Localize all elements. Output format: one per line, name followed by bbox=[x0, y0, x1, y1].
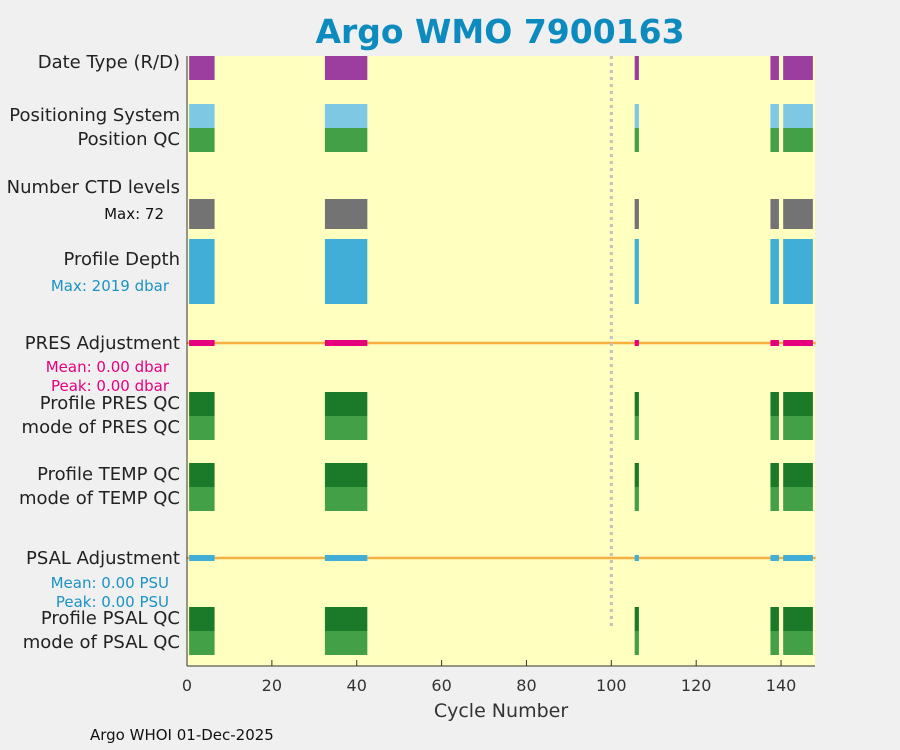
mode-psal-qc-bar-2 bbox=[634, 631, 639, 655]
ctd-levels-bar-0 bbox=[189, 199, 215, 229]
pres-adjustment-mark-2 bbox=[634, 340, 639, 346]
psal-peak-annotation: Peak: 0.00 PSU bbox=[55, 593, 169, 611]
profile-depth-bar-2 bbox=[634, 239, 639, 304]
row-label-profile-depth: Profile Depth bbox=[63, 249, 180, 270]
row-label-date-type: Date Type (R/D) bbox=[37, 52, 180, 73]
x-tick-label-40: 40 bbox=[347, 676, 367, 695]
mode-psal-qc-bar-4 bbox=[783, 631, 813, 655]
positioning-bar-3 bbox=[770, 104, 779, 128]
profile-depth-bar-1 bbox=[324, 239, 368, 304]
mode-pres-qc-bar-2 bbox=[634, 416, 639, 440]
mode-pres-qc-bar-3 bbox=[770, 416, 779, 440]
ctd-levels-bar-3 bbox=[770, 199, 779, 229]
pres-adjustment-mark-4 bbox=[783, 340, 813, 346]
mode-temp-qc-bar-4 bbox=[783, 487, 813, 511]
psal-adjustment-mark-2 bbox=[634, 555, 639, 561]
x-tick-label-80: 80 bbox=[516, 676, 536, 695]
profile-pres-qc-bar-2 bbox=[634, 392, 639, 416]
position-qc-bar-3 bbox=[770, 128, 779, 152]
date-type-bar-3 bbox=[770, 56, 779, 80]
row-label-pres-adjustment: PRES Adjustment bbox=[24, 333, 180, 354]
mode-psal-qc-bar-1 bbox=[324, 631, 368, 655]
positioning-bar-4 bbox=[783, 104, 813, 128]
profile-psal-qc-bar-4 bbox=[783, 607, 813, 631]
x-tick-label-140: 140 bbox=[766, 676, 797, 695]
profile-depth-bar-3 bbox=[770, 239, 779, 304]
depth-max-annotation: Max: 2019 dbar bbox=[50, 277, 169, 295]
date-type-bar-2 bbox=[634, 56, 639, 80]
chart-title: Argo WMO 7900163 bbox=[315, 12, 685, 51]
x-axis-label: Cycle Number bbox=[434, 700, 568, 722]
pres-adjustment-mark-3 bbox=[770, 340, 779, 346]
profile-pres-qc-bar-1 bbox=[324, 392, 368, 416]
profile-temp-qc-bar-2 bbox=[634, 463, 639, 487]
row-label-mode-temp-qc: mode of TEMP QC bbox=[18, 488, 180, 509]
date-type-bar-1 bbox=[324, 56, 368, 80]
psal-adjustment-mark-1 bbox=[324, 555, 368, 561]
profile-pres-qc-bar-0 bbox=[189, 392, 215, 416]
mode-temp-qc-bar-3 bbox=[770, 487, 779, 511]
footer-credit: Argo WHOI 01-Dec-2025 bbox=[90, 726, 274, 744]
row-label-ctd-levels: Number CTD levels bbox=[6, 177, 180, 198]
mode-pres-qc-bar-0 bbox=[189, 416, 215, 440]
profile-pres-qc-bar-3 bbox=[770, 392, 779, 416]
psal-adjustment-mark-0 bbox=[189, 555, 215, 561]
mode-pres-qc-bar-4 bbox=[783, 416, 813, 440]
plot-area bbox=[187, 56, 815, 666]
ctd-levels-bar-1 bbox=[324, 199, 368, 229]
profile-temp-qc-bar-1 bbox=[324, 463, 368, 487]
position-qc-bar-2 bbox=[634, 128, 639, 152]
row-label-mode-pres-qc: mode of PRES QC bbox=[21, 417, 180, 438]
ctd-levels-bar-4 bbox=[783, 199, 813, 229]
psal-mean-annotation: Mean: 0.00 PSU bbox=[50, 574, 169, 592]
mode-temp-qc-bar-1 bbox=[324, 487, 368, 511]
pres-adjustment-mark-1 bbox=[324, 340, 368, 346]
ctd-levels-bar-2 bbox=[634, 199, 639, 229]
profile-pres-qc-bar-4 bbox=[783, 392, 813, 416]
positioning-bar-1 bbox=[324, 104, 368, 128]
psal-adjustment-mark-4 bbox=[783, 555, 813, 561]
pres-adjustment-mark-0 bbox=[189, 340, 215, 346]
x-tick-label-60: 60 bbox=[431, 676, 451, 695]
pres-peak-annotation: Peak: 0.00 dbar bbox=[50, 377, 169, 395]
positioning-bar-2 bbox=[634, 104, 639, 128]
profile-temp-qc-bar-4 bbox=[783, 463, 813, 487]
row-label-profile-pres-qc: Profile PRES QC bbox=[39, 393, 180, 414]
psal-adjustment-mark-3 bbox=[770, 555, 779, 561]
position-qc-bar-1 bbox=[324, 128, 368, 152]
position-qc-bar-4 bbox=[783, 128, 813, 152]
row-label-psal-adjustment: PSAL Adjustment bbox=[25, 548, 180, 569]
row-label-mode-psal-qc: mode of PSAL QC bbox=[22, 632, 180, 653]
profile-psal-qc-bar-1 bbox=[324, 607, 368, 631]
mode-psal-qc-bar-3 bbox=[770, 631, 779, 655]
profile-depth-bar-4 bbox=[783, 239, 813, 304]
positioning-bar-0 bbox=[189, 104, 215, 128]
profile-psal-qc-bar-3 bbox=[770, 607, 779, 631]
row-label-position-qc: Position QC bbox=[77, 129, 180, 150]
row-label-profile-temp-qc: Profile TEMP QC bbox=[37, 464, 180, 485]
row-label-positioning-system: Positioning System bbox=[9, 105, 180, 126]
profile-depth-bar-0 bbox=[189, 239, 215, 304]
date-type-bar-4 bbox=[783, 56, 813, 80]
ctd-max-annotation: Max: 72 bbox=[104, 205, 164, 223]
profile-temp-qc-bar-3 bbox=[770, 463, 779, 487]
profile-psal-qc-bar-2 bbox=[634, 607, 639, 631]
mode-pres-qc-bar-1 bbox=[324, 416, 368, 440]
mode-temp-qc-bar-0 bbox=[189, 487, 215, 511]
profile-temp-qc-bar-0 bbox=[189, 463, 215, 487]
x-tick-label-100: 100 bbox=[596, 676, 627, 695]
row-label-profile-psal-qc: Profile PSAL QC bbox=[40, 608, 180, 629]
x-tick-label-120: 120 bbox=[681, 676, 712, 695]
pres-mean-annotation: Mean: 0.00 dbar bbox=[45, 358, 169, 376]
date-type-bar-0 bbox=[189, 56, 215, 80]
profile-psal-qc-bar-0 bbox=[189, 607, 215, 631]
mode-psal-qc-bar-0 bbox=[189, 631, 215, 655]
x-tick-label-0: 0 bbox=[182, 676, 192, 695]
position-qc-bar-0 bbox=[189, 128, 215, 152]
mode-temp-qc-bar-2 bbox=[634, 487, 639, 511]
x-tick-label-20: 20 bbox=[262, 676, 282, 695]
